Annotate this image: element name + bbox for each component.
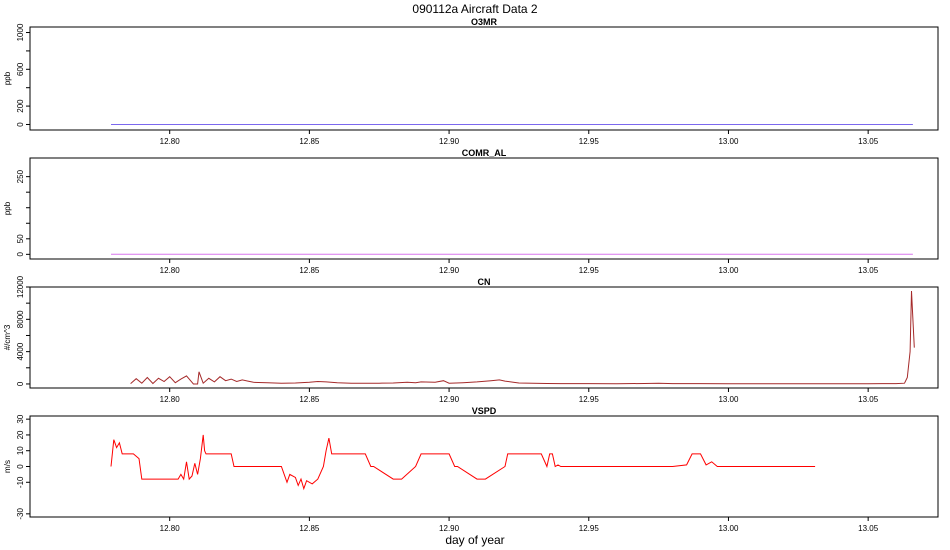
x-tick-label: 12.85 <box>299 137 320 146</box>
y-tick-label: 12000 <box>16 275 25 298</box>
x-tick-label: 13.00 <box>718 524 739 533</box>
y-axis-label: ppb <box>3 71 12 85</box>
x-tick-label: 12.90 <box>439 395 460 404</box>
x-tick-label: 12.80 <box>160 266 181 275</box>
x-tick-label: 13.05 <box>858 266 879 275</box>
panel-2: CN #/cm^3 12.80 12.85 12.90 12.95 13.00 13.05 0 4… <box>3 275 939 404</box>
series-line-0 <box>130 290 915 385</box>
panel-title: VSPD <box>472 406 497 416</box>
panel-3: VSPD m/s 12.80 12.85 12.90 12.95 13.00 13.05 -30… <box>3 406 939 533</box>
x-tick-label: 12.90 <box>439 137 460 146</box>
y-tick-label: 50 <box>16 234 25 243</box>
x-tick-label: 12.95 <box>579 524 600 533</box>
y-tick-label: 0 <box>16 252 25 257</box>
y-tick-label: 0 <box>16 381 25 386</box>
y-tick-label: 30 <box>16 414 25 423</box>
plot-frame <box>29 157 939 260</box>
panels: O3MR ppb 12.80 12.85 12.90 12.95 13.00 13.05 0 20… <box>3 17 939 533</box>
y-tick-label: -10 <box>16 476 25 488</box>
y-axis-label: #/cm^3 <box>3 324 12 350</box>
y-tick-label: 0 <box>16 122 25 127</box>
y-tick-label: 250 <box>16 169 25 183</box>
plot-frame <box>29 26 939 131</box>
x-tick-label: 13.05 <box>858 395 879 404</box>
y-tick-label: 8000 <box>16 310 25 328</box>
panel-title: O3MR <box>471 17 498 27</box>
figure-title: 090112a Aircraft Data 2 <box>412 2 538 16</box>
y-tick-label: 0 <box>16 464 25 469</box>
x-tick-label: 12.95 <box>579 137 600 146</box>
panel-title: CN <box>478 277 491 287</box>
x-tick-label: 12.95 <box>579 266 600 275</box>
x-tick-label: 13.00 <box>718 266 739 275</box>
panel-title: COMR_AL <box>462 148 507 158</box>
x-tick-label: 12.90 <box>439 524 460 533</box>
y-axis-label: ppb <box>3 201 12 215</box>
x-tick-label: 13.05 <box>858 137 879 146</box>
y-tick-label: 1000 <box>16 23 25 41</box>
y-tick-label: 200 <box>16 99 25 113</box>
y-tick-label: -30 <box>16 508 25 520</box>
x-tick-label: 12.80 <box>160 137 181 146</box>
x-tick-label: 12.95 <box>579 395 600 404</box>
y-axis-label: m/s <box>3 460 12 473</box>
x-tick-label: 13.05 <box>858 524 879 533</box>
panel-0: O3MR ppb 12.80 12.85 12.90 12.95 13.00 13.05 0 20… <box>3 17 939 146</box>
x-axis-label: day of year <box>445 533 504 547</box>
x-tick-label: 12.90 <box>439 266 460 275</box>
x-tick-label: 12.85 <box>299 524 320 533</box>
y-tick-label: 4000 <box>16 342 25 360</box>
x-tick-label: 13.00 <box>718 137 739 146</box>
y-tick-label: 10 <box>16 446 25 455</box>
x-tick-label: 12.85 <box>299 395 320 404</box>
x-tick-label: 13.00 <box>718 395 739 404</box>
y-tick-label: 20 <box>16 430 25 439</box>
x-tick-label: 12.80 <box>160 395 181 404</box>
y-tick-label: 600 <box>16 62 25 76</box>
x-tick-label: 12.80 <box>160 524 181 533</box>
x-tick-label: 12.85 <box>299 266 320 275</box>
plot-frame <box>29 286 939 389</box>
series-line-0 <box>110 434 816 491</box>
